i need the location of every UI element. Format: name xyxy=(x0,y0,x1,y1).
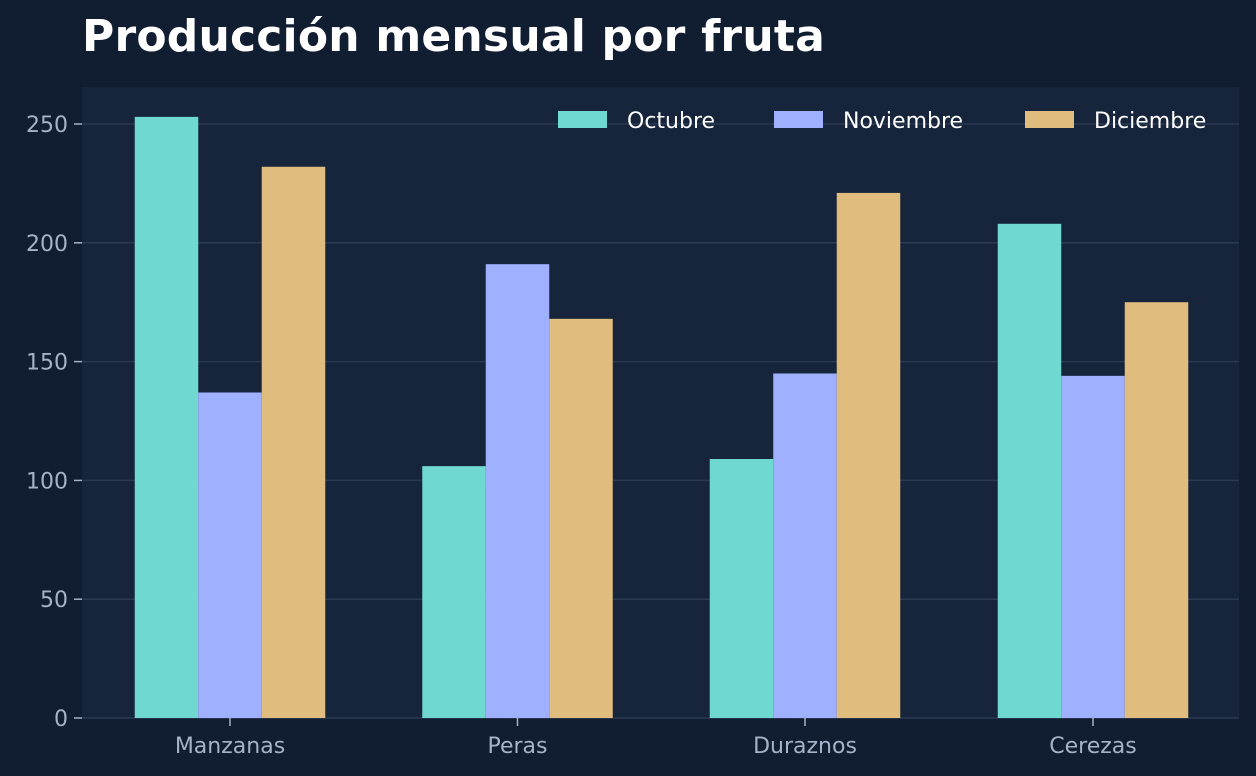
legend-swatch xyxy=(558,111,607,128)
bar-octubre-duraznos xyxy=(709,459,774,718)
legend-label: Noviembre xyxy=(843,109,963,134)
bar-diciembre-duraznos xyxy=(836,192,901,719)
legend-swatch xyxy=(774,111,823,128)
bar-octubre-cerezas xyxy=(997,223,1062,719)
bar-octubre-peras xyxy=(422,466,486,718)
legend-label: Octubre xyxy=(627,109,715,134)
legend-swatch xyxy=(1025,111,1074,128)
bar-noviembre-cerezas xyxy=(1061,375,1125,718)
x-tick-label: Peras xyxy=(487,734,547,759)
y-tick-label: 250 xyxy=(26,113,68,138)
x-tick-label: Manzanas xyxy=(175,734,285,759)
bar-octubre-manzanas xyxy=(134,116,199,718)
bar-diciembre-cerezas xyxy=(1124,302,1189,718)
bar-diciembre-peras xyxy=(549,318,613,718)
x-tick-label: Duraznos xyxy=(753,734,857,759)
bar-diciembre-manzanas xyxy=(261,166,326,718)
chart-title: Producción mensual por fruta xyxy=(82,11,825,62)
y-tick-label: 150 xyxy=(26,351,68,376)
y-tick-label: 50 xyxy=(40,588,68,613)
bar-noviembre-duraznos xyxy=(773,373,837,718)
legend-label: Diciembre xyxy=(1094,109,1206,134)
bar-noviembre-manzanas xyxy=(198,392,262,718)
y-tick-label: 0 xyxy=(54,707,68,732)
y-tick-label: 100 xyxy=(26,469,68,494)
y-tick-label: 200 xyxy=(26,232,68,257)
bar-noviembre-peras xyxy=(485,264,550,718)
x-tick-label: Cerezas xyxy=(1049,734,1136,759)
